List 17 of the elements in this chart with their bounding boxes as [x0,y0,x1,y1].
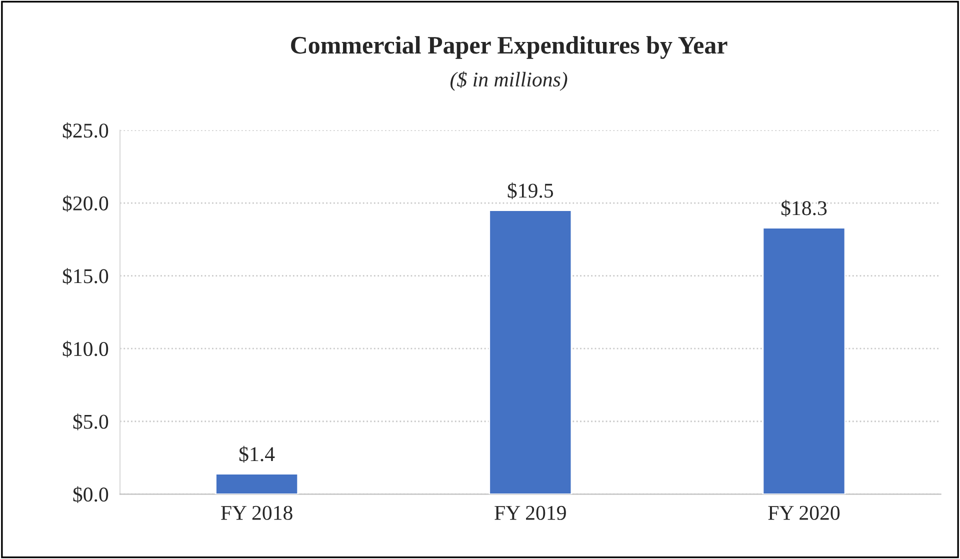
bar [488,210,572,494]
y-tick-label: $0.0 [73,486,108,503]
y-tick-label: $10.0 [62,340,108,358]
chart-title: Commercial Paper Expenditures by Year [291,36,728,59]
y-tick-label: $20.0 [62,195,108,212]
bar [215,473,299,494]
x-tick-label: FY 2020 [768,506,840,520]
y-tick-label: $5.0 [73,414,108,430]
y-tick-label: $15.0 [62,268,108,285]
data-label: $19.5 [508,182,554,200]
y-tick-label: $25.0 [62,122,108,140]
data-label: $18.3 [781,200,827,217]
data-label: $1.4 [239,446,275,463]
x-tick-label: FY 2019 [494,506,566,520]
chart-subtitle: ($ in millions) [450,71,568,91]
x-tick-label: FY 2018 [221,506,292,520]
bar [762,227,846,494]
